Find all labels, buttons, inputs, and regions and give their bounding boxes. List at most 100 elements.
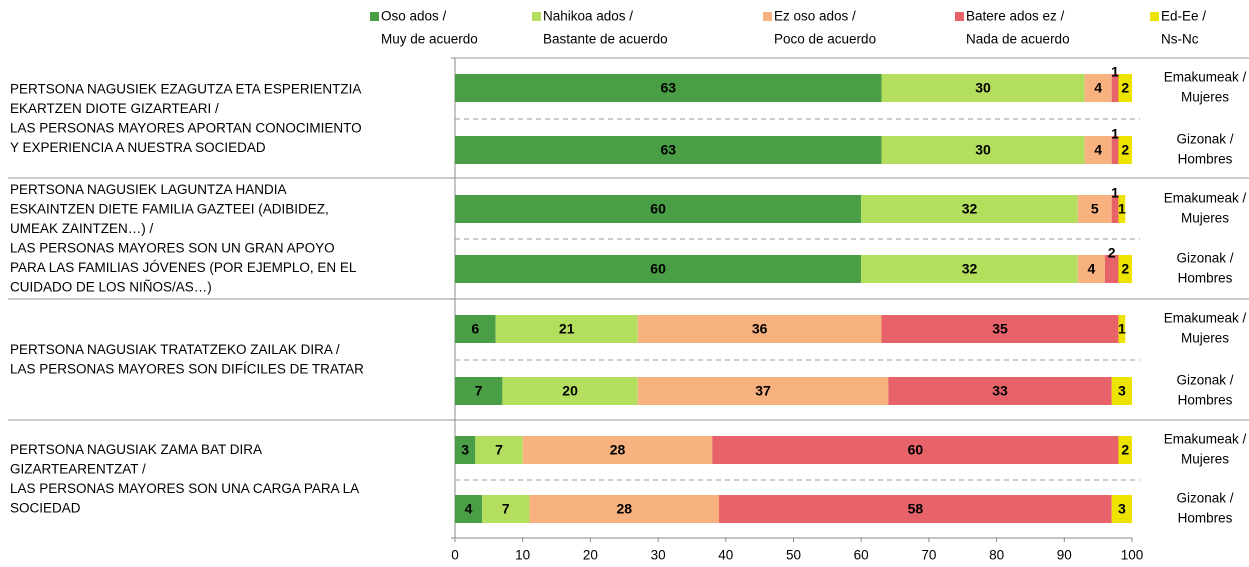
bar-segment	[881, 74, 1085, 102]
bar-segment	[637, 377, 889, 405]
value-label: 4	[465, 501, 473, 517]
value-label: 28	[610, 442, 626, 458]
group-label: CUIDADO DE LOS NIÑOS/AS…)	[10, 279, 212, 294]
x-tick-label: 10	[515, 548, 530, 563]
value-label: 20	[562, 383, 578, 399]
legend-swatch	[763, 12, 772, 21]
legend-label: Nada de acuerdo	[966, 32, 1070, 47]
group-label: PERTSONA NAGUSIAK TRATATZEKO ZAILAK DIRA…	[10, 342, 340, 357]
group-label: UMEAK ZAINTZEN…) /	[10, 221, 154, 236]
value-label: 36	[752, 321, 768, 337]
bar-segment	[1111, 74, 1119, 102]
bar-segment	[529, 495, 720, 523]
x-tick-label: 60	[854, 548, 869, 563]
value-label: 32	[962, 261, 978, 277]
category-label: Gizonak /	[1176, 132, 1233, 147]
bar-segment	[1118, 255, 1132, 283]
bar-segment	[455, 495, 483, 523]
legend-label: Ns-Nc	[1161, 32, 1199, 47]
category-label: Mujeres	[1181, 211, 1229, 226]
x-tick-label: 70	[921, 548, 936, 563]
legend-label: Ez oso ados /	[774, 9, 856, 24]
value-label: 63	[660, 80, 676, 96]
category-label: Emakumeak /	[1164, 432, 1247, 447]
x-tick-label: 100	[1121, 548, 1144, 563]
category-label: Emakumeak /	[1164, 70, 1247, 85]
value-label: 2	[1121, 142, 1129, 158]
bar-segment	[1111, 136, 1119, 164]
value-label: 1	[1111, 185, 1119, 201]
group-label: GIZARTEARENTZAT /	[10, 461, 146, 476]
value-label: 3	[461, 442, 469, 458]
bar-segment	[1118, 436, 1132, 464]
bar-segment	[1077, 195, 1112, 223]
bar-segment	[888, 377, 1112, 405]
group-label: PERTSONA NAGUSIAK ZAMA BAT DIRA	[10, 442, 262, 457]
bar-segment	[881, 315, 1119, 343]
value-label: 60	[650, 261, 666, 277]
legend-label: Batere ados ez /	[966, 9, 1065, 24]
bar-segment	[1111, 195, 1119, 223]
category-label: Mujeres	[1181, 452, 1229, 467]
bar-segment	[861, 195, 1078, 223]
value-label: 1	[1111, 126, 1119, 142]
group-label: EKARTZEN DIOTE GIZARTEARI /	[10, 101, 219, 116]
value-label: 7	[475, 383, 483, 399]
value-label: 3	[1118, 383, 1126, 399]
bar-segment	[1111, 377, 1132, 405]
group-label: PARA LAS FAMILIAS JÓVENES (POR EJEMPLO, …	[10, 260, 357, 275]
value-label: 6	[471, 321, 479, 337]
value-label: 32	[962, 201, 978, 217]
category-label: Mujeres	[1181, 90, 1229, 105]
legend-label: Nahikoa ados /	[543, 9, 633, 24]
group-label: LAS PERSONAS MAYORES SON DIFÍCILES DE TR…	[10, 361, 364, 376]
value-label: 7	[495, 442, 503, 458]
group-label: LAS PERSONAS MAYORES APORTAN CONOCIMIENT…	[10, 120, 362, 135]
value-label: 28	[616, 501, 632, 517]
category-label: Emakumeak /	[1164, 311, 1247, 326]
value-label: 4	[1094, 80, 1102, 96]
bar-segment	[1077, 255, 1105, 283]
bar-segment	[455, 255, 862, 283]
x-tick-label: 40	[718, 548, 733, 563]
legend-swatch	[955, 12, 964, 21]
value-label: 2	[1121, 80, 1129, 96]
value-label: 3	[1118, 501, 1126, 517]
value-label: 2	[1121, 261, 1129, 277]
legend-swatch	[1150, 12, 1159, 21]
value-label: 60	[650, 201, 666, 217]
bar-segment	[1118, 74, 1132, 102]
category-label: Mujeres	[1181, 331, 1229, 346]
legend-label: Poco de acuerdo	[774, 32, 876, 47]
x-tick-label: 30	[651, 548, 666, 563]
bar-segment	[475, 436, 523, 464]
value-label: 4	[1094, 142, 1102, 158]
bar-segment	[455, 195, 862, 223]
bar-segment	[522, 436, 713, 464]
value-label: 4	[1087, 261, 1095, 277]
legend-swatch	[370, 12, 379, 21]
value-label: 7	[502, 501, 510, 517]
group-label: LAS PERSONAS MAYORES SON UNA CARGA PARA …	[10, 481, 359, 496]
group-label: PERTSONA NAGUSIEK LAGUNTZA HANDIA	[10, 182, 287, 197]
bar-segment	[495, 315, 638, 343]
bar-segment	[455, 377, 503, 405]
legend-label: Oso ados /	[381, 9, 447, 24]
x-tick-label: 0	[451, 548, 459, 563]
bar-segment	[1118, 136, 1132, 164]
legend-label: Muy de acuerdo	[381, 32, 478, 47]
bar-segment	[455, 136, 882, 164]
bar-segment	[1084, 136, 1112, 164]
value-label: 33	[992, 383, 1008, 399]
value-label: 2	[1108, 245, 1116, 261]
group-label: PERTSONA NAGUSIEK EZAGUTZA ETA ESPERIENT…	[10, 81, 361, 96]
bar-segment	[1104, 255, 1119, 283]
value-label: 58	[908, 501, 924, 517]
group-label: SOCIEDAD	[10, 500, 81, 515]
value-label: 2	[1121, 442, 1129, 458]
legend-label: Ed-Ee /	[1161, 9, 1206, 24]
bar-segment	[482, 495, 530, 523]
bar-segment	[712, 436, 1119, 464]
bar-segment	[1084, 74, 1112, 102]
